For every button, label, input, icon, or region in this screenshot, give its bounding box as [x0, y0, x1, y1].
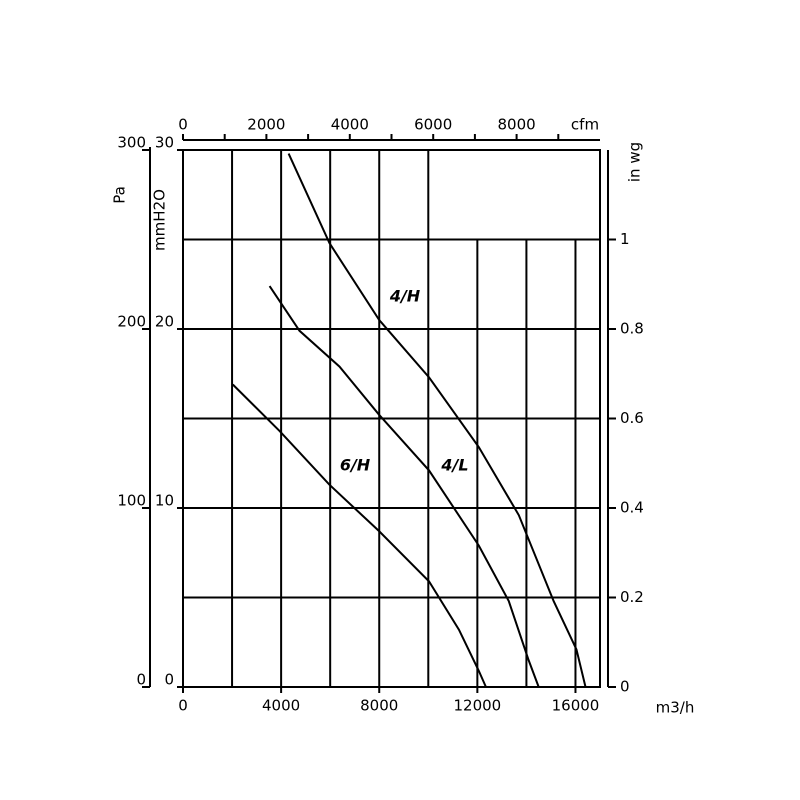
y-axis-label: Pa: [111, 186, 129, 204]
y2-tick-label: 0.4: [620, 499, 644, 517]
curve-label: 6/H: [340, 456, 371, 475]
x2-tick-label: 2000: [247, 116, 285, 134]
y-mm-axis-label: mmH2O: [151, 189, 169, 251]
x2-axis-label: cfm: [571, 116, 599, 134]
x-tick-label: 12000: [453, 697, 501, 715]
y2-tick-label: 0.8: [620, 320, 644, 338]
y-tick-label: 200: [117, 313, 146, 331]
y2-tick-label: 0: [620, 678, 630, 696]
x2-tick-label: 8000: [498, 116, 536, 134]
curve-label: 4/L: [440, 456, 468, 475]
x2-tick-label: 4000: [331, 116, 369, 134]
fan-curve: [268, 285, 540, 688]
curve-label: 4/H: [389, 287, 421, 306]
x-tick-label: 0: [178, 697, 188, 715]
x-tick-label: 4000: [262, 697, 300, 715]
y2-axis-label: in wg: [626, 142, 644, 182]
y-tick-label: 300: [117, 134, 146, 152]
x2-tick-label: 0: [178, 116, 188, 134]
x-tick-label: 8000: [360, 697, 398, 715]
y-tick-label: 0: [136, 671, 146, 689]
y-mm-tick-label: 30: [155, 134, 174, 152]
y2-tick-label: 1: [620, 230, 630, 248]
y2-tick-label: 0.2: [620, 588, 644, 606]
y-mm-tick-label: 20: [155, 313, 174, 331]
x2-tick-label: 6000: [414, 116, 452, 134]
fan-curve: [232, 383, 487, 688]
y-mm-tick-label: 10: [155, 492, 174, 510]
fan-curve: [287, 153, 587, 688]
y-tick-label: 100: [117, 492, 146, 510]
x-axis-label: m3/h: [656, 699, 695, 717]
x-tick-label: 16000: [552, 697, 600, 715]
y2-tick-label: 0.6: [620, 409, 644, 427]
y-mm-tick-label: 0: [164, 671, 174, 689]
